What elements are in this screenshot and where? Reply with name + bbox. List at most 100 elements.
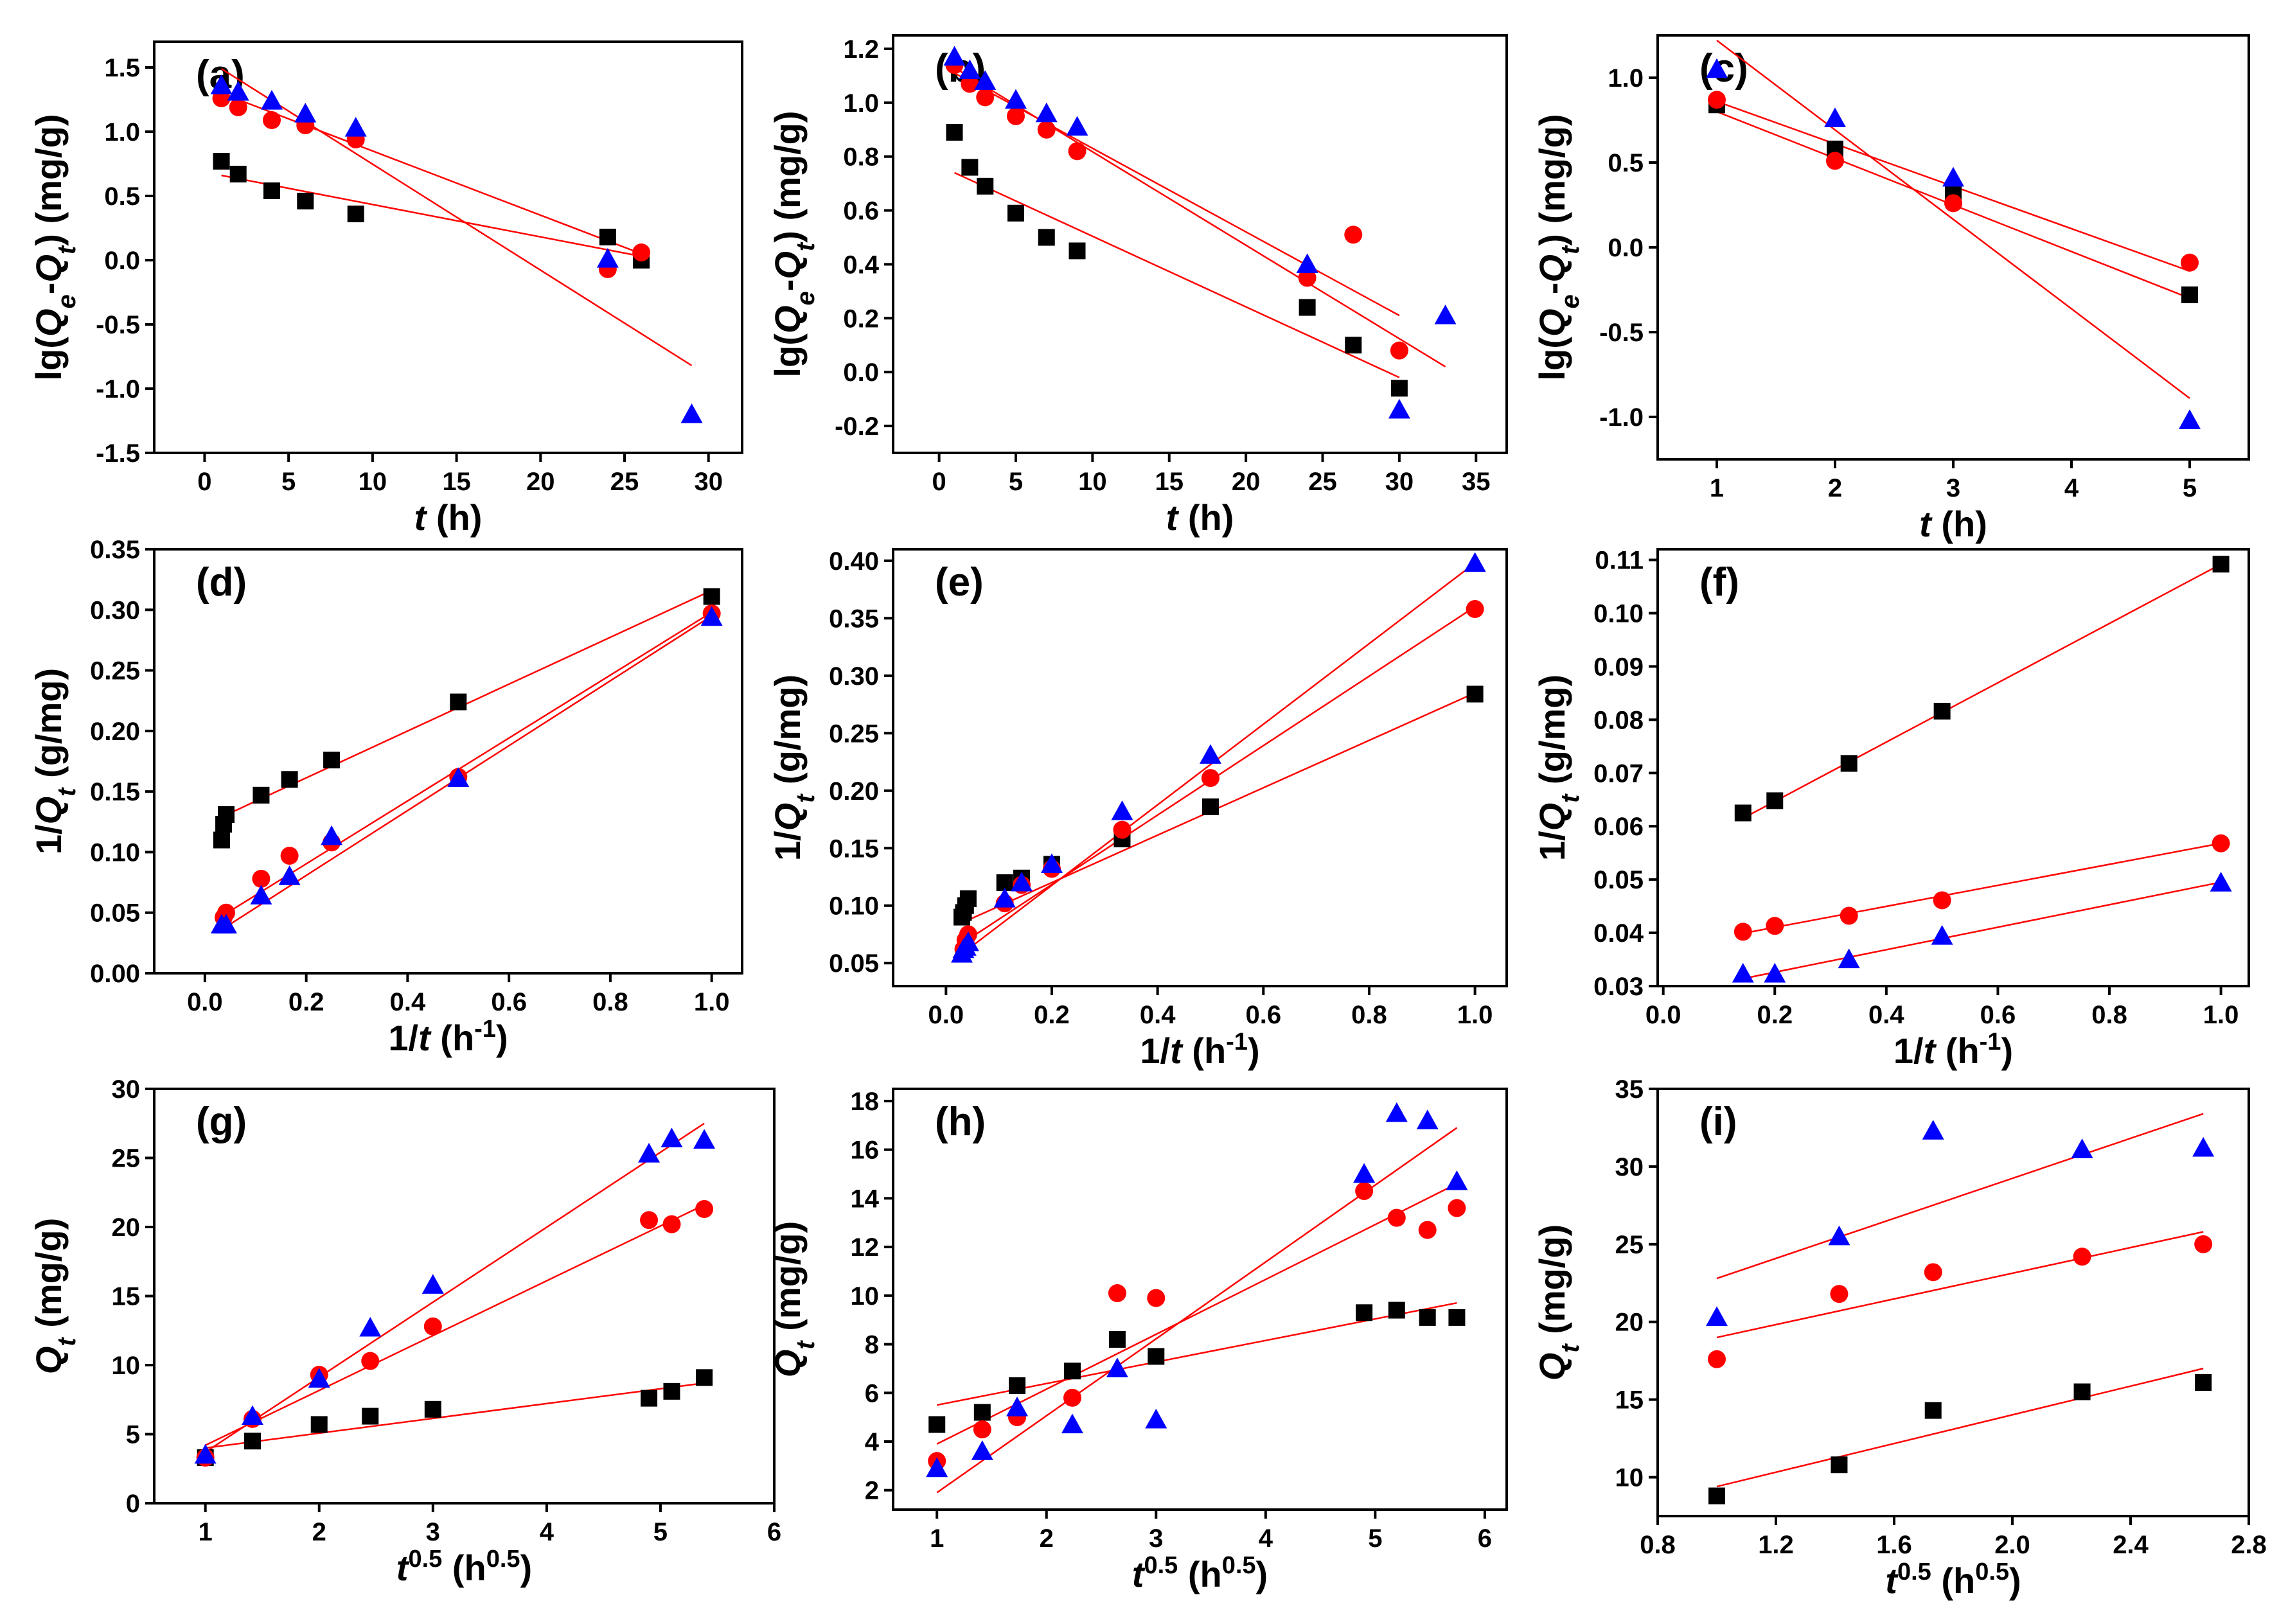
x-tick-label: 30 <box>694 468 723 496</box>
data-point-blue <box>1824 107 1846 127</box>
y-tick-label: 0.00 <box>90 960 140 988</box>
y-tick-label: 0.07 <box>1593 759 1644 788</box>
fit-line-blue <box>220 67 693 367</box>
x-tick-label: 2.8 <box>2231 1531 2267 1559</box>
fit-line-black <box>221 174 642 258</box>
x-tick-label: 6 <box>767 1518 781 1546</box>
data-point-blue <box>1732 962 1754 983</box>
data-point-red <box>1113 820 1131 839</box>
x-tick-label: 0.6 <box>1980 1001 2016 1029</box>
panel-label: (f) <box>1699 560 1739 605</box>
plot-frame <box>892 548 1508 987</box>
data-point-black <box>1299 299 1316 316</box>
x-tick-label: 0.6 <box>491 988 527 1016</box>
data-point-red <box>1840 906 1858 925</box>
y-tick-label: 0.20 <box>90 718 140 746</box>
data-point-red <box>1766 917 1784 935</box>
data-point-red <box>1924 1263 1942 1282</box>
x-tick-label: 2 <box>312 1518 326 1546</box>
x-axis-title: t (h) <box>1166 497 1234 538</box>
data-point-red <box>1344 225 1363 244</box>
y-tick-label: 20 <box>1615 1309 1644 1337</box>
data-point-black <box>213 153 230 170</box>
x-tick-label: 35 <box>1462 468 1491 496</box>
x-tick-label: 0.4 <box>390 988 426 1016</box>
data-point-blue <box>2192 1136 2215 1157</box>
data-point-blue <box>1035 102 1058 123</box>
x-tick-label: 6 <box>1478 1524 1492 1553</box>
data-point-red <box>973 1420 991 1439</box>
data-point-red <box>695 1200 714 1219</box>
x-tick-label: 4 <box>1259 1524 1273 1553</box>
data-point-red <box>662 1215 681 1233</box>
data-point-black <box>1390 380 1408 397</box>
data-point-black <box>1831 1456 1848 1474</box>
fit-line-black <box>221 589 713 818</box>
data-point-black <box>253 786 270 804</box>
x-tick-label: 0.4 <box>1868 1001 1904 1029</box>
data-point-blue <box>1828 1225 1850 1246</box>
y-tick-label: 0.0 <box>104 247 140 275</box>
y-tick-label: 8 <box>865 1331 879 1359</box>
x-axis-title: t0.5 (h0.5) <box>1132 1552 1268 1594</box>
y-tick-label: 35 <box>1615 1075 1644 1104</box>
data-point-black <box>1419 1309 1436 1326</box>
y-tick-label: 0.6 <box>843 197 879 225</box>
x-tick-label: 2.0 <box>1994 1531 2030 1559</box>
y-tick-label: 20 <box>112 1214 141 1242</box>
data-point-red <box>1108 1284 1126 1303</box>
data-point-black <box>347 206 364 222</box>
data-point-blue <box>680 403 703 423</box>
data-point-blue <box>194 1443 217 1464</box>
data-point-black <box>218 806 235 823</box>
panel-label: (i) <box>1699 1100 1737 1144</box>
data-point-red <box>1298 269 1317 287</box>
y-tick-label: 0.0 <box>1608 234 1644 262</box>
data-point-black <box>959 890 977 907</box>
x-tick-label: 0.4 <box>1140 1001 1176 1029</box>
y-tick-label: 0.10 <box>90 838 140 867</box>
fit-line-blue <box>221 615 713 931</box>
x-tick-label: 0.0 <box>187 988 223 1016</box>
data-point-red <box>2194 1235 2213 1253</box>
data-point-blue <box>1388 398 1410 419</box>
data-point-black <box>1148 1348 1165 1365</box>
data-point-red <box>632 243 651 261</box>
data-point-red <box>1734 922 1752 941</box>
data-point-blue <box>974 70 997 90</box>
data-point-red <box>1390 341 1408 360</box>
y-tick-label: 14 <box>851 1185 880 1213</box>
data-point-blue <box>1706 1306 1728 1327</box>
y-tick-label: 0.35 <box>829 605 879 633</box>
data-point-black <box>362 1408 379 1425</box>
x-axis-title: 1/t (h-1) <box>1893 1028 2013 1071</box>
data-point-black <box>1840 755 1858 772</box>
x-tick-label: 0.6 <box>1245 1001 1281 1029</box>
x-tick-label: 5 <box>281 468 296 496</box>
y-tick-label: 0.25 <box>90 657 140 685</box>
y-tick-label: -0.5 <box>96 311 140 339</box>
y-tick-label: 0.04 <box>1593 919 1644 948</box>
data-point-blue <box>596 248 619 268</box>
y-tick-label: 0.2 <box>843 304 879 333</box>
y-tick-label: 25 <box>112 1145 141 1173</box>
data-point-black <box>1007 204 1024 222</box>
y-axis-title: Qt (mg/g) <box>767 1221 820 1378</box>
y-tick-label: 0.5 <box>1608 149 1644 177</box>
y-tick-label: 0.8 <box>843 143 879 172</box>
x-tick-label: 25 <box>610 468 639 496</box>
x-tick-label: 10 <box>359 468 387 496</box>
x-tick-label: 0 <box>932 468 946 496</box>
data-point-red <box>1355 1182 1374 1201</box>
data-point-black <box>1009 1377 1026 1394</box>
data-point-blue <box>661 1127 683 1147</box>
x-tick-label: 25 <box>1308 468 1337 496</box>
fit-line-red <box>936 1183 1457 1445</box>
y-tick-label: 2 <box>865 1477 879 1505</box>
data-point-black <box>244 1433 261 1450</box>
data-point-black <box>663 1382 680 1400</box>
data-point-black <box>1356 1304 1373 1321</box>
y-axis-title: lg(Qe-Qt) (mg/g) <box>767 110 820 377</box>
